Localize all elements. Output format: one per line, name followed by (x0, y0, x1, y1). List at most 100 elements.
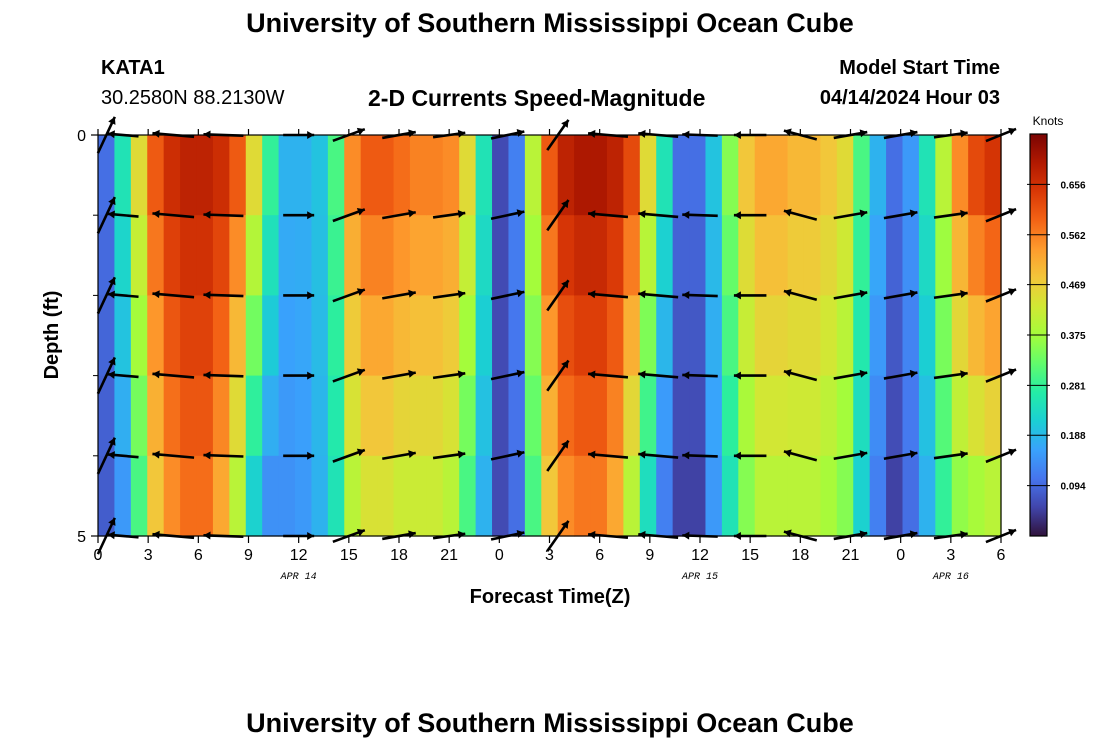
heatmap-cell (656, 135, 674, 216)
heatmap-cell (262, 295, 280, 377)
heatmap-cell (98, 135, 116, 216)
heatmap-cell (360, 215, 378, 296)
current-vector (833, 369, 868, 380)
vector-head (561, 200, 569, 209)
heatmap-cell (836, 295, 854, 377)
x-tick-label: 6 (194, 547, 203, 564)
heatmap-cell (606, 375, 624, 457)
current-vector (283, 291, 315, 300)
vector-head (733, 371, 741, 380)
heatmap-cell (311, 215, 329, 296)
heatmap-cell (311, 135, 329, 216)
heatmap-cell (623, 295, 641, 377)
heatmap-cell (721, 295, 739, 377)
current-vector (382, 450, 416, 461)
heatmap-cell (409, 295, 427, 377)
heatmap-cell (853, 375, 871, 457)
heatmap-cell (245, 135, 263, 216)
heatmap-cell (147, 295, 165, 377)
x-tick-label: 0 (495, 547, 504, 564)
current-vector (332, 288, 366, 303)
heatmap-cell (245, 455, 263, 537)
vector-head (108, 277, 116, 286)
heatmap-cell (639, 135, 657, 216)
heatmap-cell (459, 455, 477, 537)
heatmap-cell (886, 375, 904, 457)
heatmap-cell (853, 215, 871, 296)
heatmap-cell (442, 375, 460, 457)
heatmap-cell (409, 215, 427, 296)
heatmap-cell (557, 375, 575, 457)
current-vector (933, 370, 968, 380)
heatmap-cell (803, 215, 821, 296)
y-axis-ticks: 05 (77, 128, 98, 546)
heatmap-cell (771, 375, 789, 457)
heatmap-cell (229, 135, 247, 216)
heatmap-cell (935, 375, 953, 457)
heatmap-cell (590, 455, 608, 537)
footer-title: University of Southern Mississippi Ocean… (246, 708, 854, 738)
vector-head (1008, 528, 1017, 537)
heatmap-cell (639, 455, 657, 537)
current-vector (203, 210, 244, 219)
vector-head (1008, 368, 1017, 376)
heatmap-cell (606, 215, 624, 296)
heatmap-cell (327, 295, 345, 377)
heatmap-cell (935, 455, 953, 537)
vector-head (859, 369, 868, 378)
vector-head (909, 289, 918, 298)
heatmap-cell (229, 295, 247, 377)
current-vector (152, 450, 195, 459)
heatmap-cell (754, 215, 772, 296)
heatmap-cells (98, 135, 1002, 537)
vector-head (107, 210, 115, 219)
heatmap-cell (853, 455, 871, 537)
y-tick-label: 0 (77, 128, 86, 145)
y-axis-label: Depth (ft) (41, 291, 63, 380)
heatmap-cell (459, 215, 477, 296)
vector-head (588, 210, 596, 219)
heatmap-cell (180, 135, 198, 216)
vector-head (107, 130, 115, 139)
current-vector (96, 196, 116, 234)
heatmap-cell (951, 295, 969, 377)
current-vector (107, 451, 139, 460)
current-vector (203, 451, 244, 460)
x-tick-label: 3 (144, 547, 153, 564)
current-vector (682, 210, 718, 219)
x-tick-label: 18 (791, 547, 809, 564)
vector-head (638, 530, 646, 539)
current-vector (96, 437, 116, 475)
current-vector (638, 450, 679, 459)
heatmap-cell (656, 295, 674, 377)
x-axis-label: Forecast Time(Z) (470, 586, 631, 608)
vector-head (638, 210, 646, 219)
heatmap-cell (492, 455, 510, 537)
heatmap-cell (590, 135, 608, 216)
heatmap-cell (869, 455, 887, 537)
current-vector (587, 290, 629, 299)
heatmap-cell (295, 375, 313, 457)
heatmap-cell (803, 375, 821, 457)
current-vector (432, 290, 466, 299)
heatmap-cell (377, 455, 395, 537)
heatmap-cell (147, 375, 165, 457)
vector-head (783, 529, 792, 538)
heatmap-cell (426, 455, 444, 537)
heatmap-cell (360, 135, 378, 216)
heatmap-cell (327, 135, 345, 216)
vector-head (356, 368, 365, 376)
heatmap-cell (705, 375, 723, 457)
current-vector (833, 209, 868, 220)
heatmap-cell (196, 295, 214, 377)
current-vector (332, 368, 366, 383)
vector-head (733, 451, 741, 460)
heatmap-cell (721, 375, 739, 457)
vector-head (152, 450, 160, 459)
chart-subtitle: 2-D Currents Speed-Magnitude (368, 85, 706, 111)
heatmap-cell (623, 455, 641, 537)
heatmap-cell (344, 455, 362, 537)
vector-head (733, 291, 741, 300)
x-tick-label: 15 (741, 547, 759, 564)
heatmap-cell (163, 455, 181, 537)
